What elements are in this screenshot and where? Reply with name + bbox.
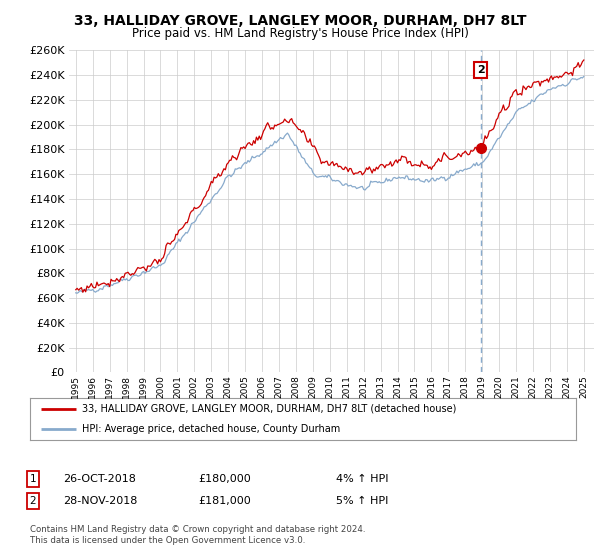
Text: 5% ↑ HPI: 5% ↑ HPI [336, 496, 388, 506]
Text: 2023: 2023 [545, 375, 554, 398]
Text: 2011: 2011 [342, 375, 351, 398]
Text: 2009: 2009 [308, 375, 317, 398]
Text: 2025: 2025 [580, 375, 589, 398]
Text: 2010: 2010 [325, 375, 334, 398]
Text: 2001: 2001 [173, 375, 182, 398]
Text: 2006: 2006 [257, 375, 266, 398]
Text: 1995: 1995 [71, 375, 80, 398]
Text: 2008: 2008 [292, 375, 301, 398]
Text: 2003: 2003 [207, 375, 216, 398]
Text: Contains HM Land Registry data © Crown copyright and database right 2024.
This d: Contains HM Land Registry data © Crown c… [30, 525, 365, 545]
Text: 2022: 2022 [529, 375, 538, 398]
Text: 2012: 2012 [359, 375, 368, 398]
Text: 1996: 1996 [88, 375, 97, 398]
Text: HPI: Average price, detached house, County Durham: HPI: Average price, detached house, Coun… [82, 424, 340, 434]
Text: 1997: 1997 [105, 375, 114, 398]
Text: 1999: 1999 [139, 375, 148, 398]
Text: 4% ↑ HPI: 4% ↑ HPI [336, 474, 389, 484]
Text: Price paid vs. HM Land Registry's House Price Index (HPI): Price paid vs. HM Land Registry's House … [131, 27, 469, 40]
Text: 2014: 2014 [393, 375, 402, 398]
Text: 2002: 2002 [190, 375, 199, 398]
Text: 2015: 2015 [410, 375, 419, 398]
Text: 2019: 2019 [478, 375, 487, 398]
Text: 2018: 2018 [461, 375, 470, 398]
Text: £180,000: £180,000 [198, 474, 251, 484]
Text: 2024: 2024 [562, 375, 571, 398]
Text: 2: 2 [29, 496, 37, 506]
Text: 2004: 2004 [224, 375, 233, 398]
Text: 2021: 2021 [512, 375, 521, 398]
Text: 26-OCT-2018: 26-OCT-2018 [63, 474, 136, 484]
Text: 2020: 2020 [494, 375, 503, 398]
Text: 2000: 2000 [156, 375, 165, 398]
Text: 2: 2 [477, 65, 485, 75]
Text: 28-NOV-2018: 28-NOV-2018 [63, 496, 137, 506]
Text: 2016: 2016 [427, 375, 436, 398]
Text: 1: 1 [29, 474, 37, 484]
Text: 2013: 2013 [376, 375, 385, 398]
Text: 33, HALLIDAY GROVE, LANGLEY MOOR, DURHAM, DH7 8LT (detached house): 33, HALLIDAY GROVE, LANGLEY MOOR, DURHAM… [82, 404, 456, 414]
Text: 33, HALLIDAY GROVE, LANGLEY MOOR, DURHAM, DH7 8LT: 33, HALLIDAY GROVE, LANGLEY MOOR, DURHAM… [74, 14, 526, 28]
Text: £181,000: £181,000 [198, 496, 251, 506]
Text: 2005: 2005 [241, 375, 250, 398]
Text: 2007: 2007 [275, 375, 284, 398]
Text: 2017: 2017 [444, 375, 453, 398]
Text: 1998: 1998 [122, 375, 131, 398]
